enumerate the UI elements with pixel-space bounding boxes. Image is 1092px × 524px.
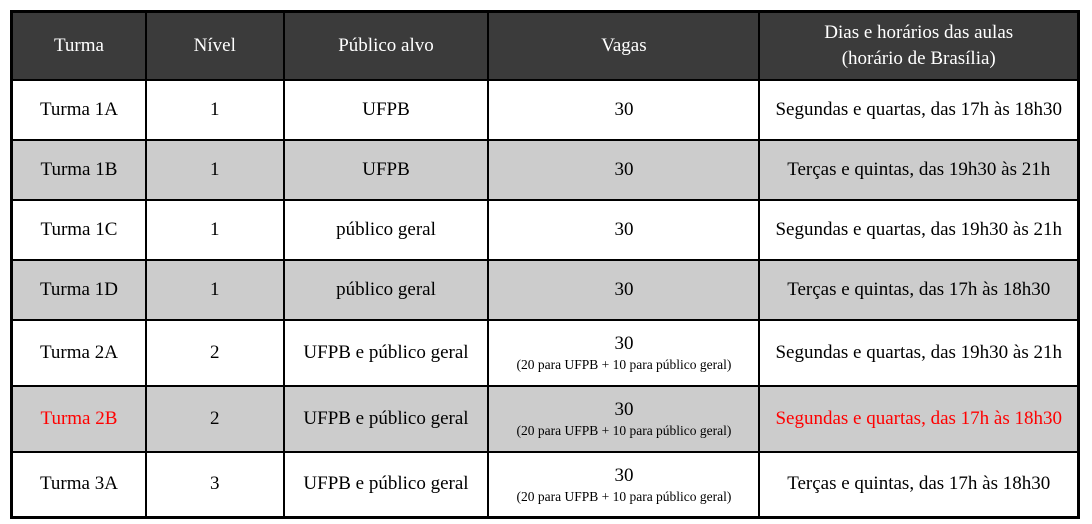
col-header-nivel: Nível [144,10,285,81]
cell-dias-horarios: Segundas e quartas, das 17h às 18h30 [758,78,1080,141]
cell-dias-horarios: Segundas e quartas, das 19h30 às 21h [758,198,1080,261]
cell-turma: Turma 2A [10,318,147,387]
cell-vagas: 30 (20 para UFPB + 10 para público geral… [487,318,761,387]
vagas-count: 30 [614,218,634,240]
vagas-note: (20 para UFPB + 10 para público geral) [516,422,732,438]
cell-publico-alvo: UFPB [282,138,490,201]
cell-dias-horarios: Segundas e quartas, das 19h30 às 21h [758,318,1080,387]
vagas-count: 30 [614,98,634,120]
table-row: Turma 3A 3 UFPB e público geral 30 (20 p… [10,450,1080,519]
vagas-count: 30 [614,278,634,300]
vagas-count: 30 [614,158,634,180]
cell-vagas: 30 [487,138,761,201]
table-row: Turma 2B 2 UFPB e público geral 30 (20 p… [10,384,1080,453]
cell-nivel: 1 [144,138,285,201]
cell-vagas: 30 [487,198,761,261]
table-row: Turma 1D 1 público geral 30 Terças e qui… [10,258,1080,321]
turmas-table: Turma Nível Público alvo Vagas Dias e ho… [10,10,1080,519]
col-header-publico-alvo: Público alvo [282,10,490,81]
cell-dias-horarios: Terças e quintas, das 19h30 às 21h [758,138,1080,201]
cell-nivel: 1 [144,198,285,261]
cell-nivel: 1 [144,258,285,321]
cell-turma: Turma 3A [10,450,147,519]
col-header-vagas: Vagas [487,10,761,81]
table-row: Turma 1B 1 UFPB 30 Terças e quintas, das… [10,138,1080,201]
cell-turma: Turma 1A [10,78,147,141]
cell-nivel: 2 [144,384,285,453]
cell-vagas: 30 [487,78,761,141]
cell-nivel: 2 [144,318,285,387]
vagas-note: (20 para UFPB + 10 para público geral) [516,488,732,504]
cell-publico-alvo: público geral [282,258,490,321]
cell-dias-horarios: Segundas e quartas, das 17h às 18h30 [758,384,1080,453]
cell-vagas: 30 [487,258,761,321]
cell-turma: Turma 1C [10,198,147,261]
vagas-count: 30 [614,399,634,421]
cell-vagas: 30 (20 para UFPB + 10 para público geral… [487,450,761,519]
cell-publico-alvo: UFPB [282,78,490,141]
col-header-turma: Turma [10,10,147,81]
header-row: Turma Nível Público alvo Vagas Dias e ho… [10,10,1080,81]
table-row: Turma 1C 1 público geral 30 Segundas e q… [10,198,1080,261]
cell-publico-alvo: UFPB e público geral [282,384,490,453]
cell-nivel: 3 [144,450,285,519]
vagas-note: (20 para UFPB + 10 para público geral) [516,356,732,372]
cell-publico-alvo: público geral [282,198,490,261]
cell-publico-alvo: UFPB e público geral [282,318,490,387]
vagas-count: 30 [614,333,634,355]
cell-turma: Turma 2B [10,384,147,453]
table-row: Turma 2A 2 UFPB e público geral 30 (20 p… [10,318,1080,387]
cell-dias-horarios: Terças e quintas, das 17h às 18h30 [758,258,1080,321]
cell-turma: Turma 1B [10,138,147,201]
vagas-count: 30 [614,464,634,486]
col-header-dias-horarios: Dias e horários das aulas (horário de Br… [758,10,1080,81]
col-header-dias-line2: (horário de Brasília) [841,47,996,69]
cell-turma: Turma 1D [10,258,147,321]
cell-nivel: 1 [144,78,285,141]
col-header-dias-line1: Dias e horários das aulas [824,22,1014,44]
cell-publico-alvo: UFPB e público geral [282,450,490,519]
cell-dias-horarios: Terças e quintas, das 17h às 18h30 [758,450,1080,519]
table-row: Turma 1A 1 UFPB 30 Segundas e quartas, d… [10,78,1080,141]
cell-vagas: 30 (20 para UFPB + 10 para público geral… [487,384,761,453]
